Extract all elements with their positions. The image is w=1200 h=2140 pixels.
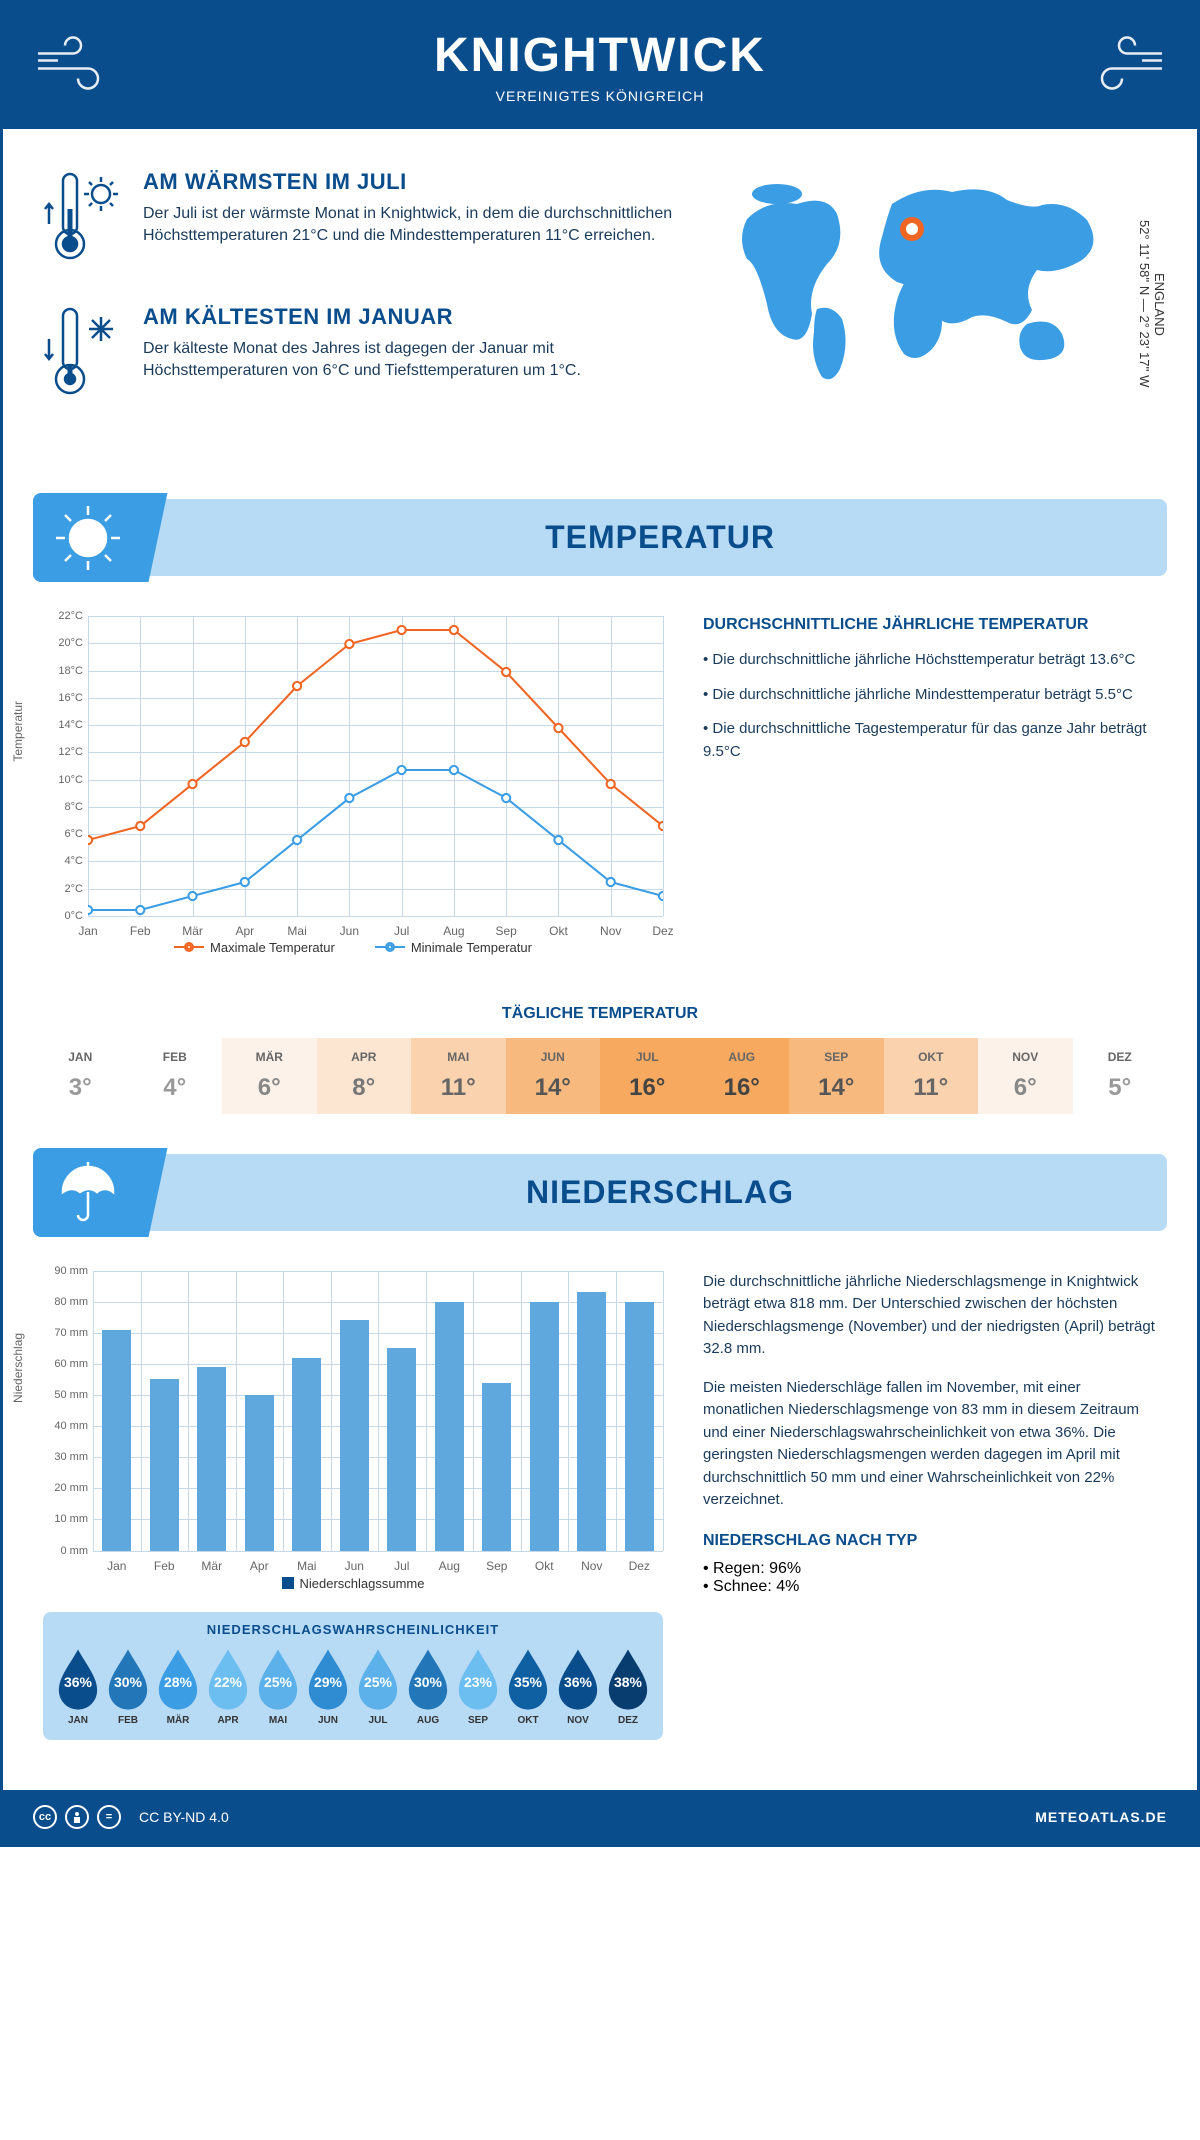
by-icon [65,1805,89,1829]
precip-prob-drop: 36%JAN [55,1647,101,1726]
header: KNIGHTWICK VEREINIGTES KÖNIGREICH [3,3,1197,129]
y-axis-label: Niederschlag [11,1333,25,1403]
site-name: METEOATLAS.DE [1035,1809,1167,1825]
section-title: NIEDERSCHLAG [153,1174,1167,1211]
precip-prob-drop: 28%MÄR [155,1647,201,1726]
precip-bar [150,1379,179,1550]
temperature-chart-row: Temperatur 0°C2°C4°C6°C8°C10°C12°C14°C16… [3,596,1197,985]
daily-temp-cell: SEP14° [789,1038,884,1114]
precip-prob-drop: 23%SEP [455,1647,501,1726]
precip-bar-chart: Niederschlag 0 mm10 mm20 mm30 mm40 mm50 … [43,1271,663,1593]
precip-prob-drop: 38%DEZ [605,1647,651,1726]
daily-temp-cell: OKT11° [884,1038,979,1114]
fact-text: Der kälteste Monat des Jahres ist dagege… [143,338,677,383]
prob-title: NIEDERSCHLAGSWAHRSCHEINLICHKEIT [55,1622,651,1637]
precip-bar [102,1330,131,1551]
precip-bar [340,1320,369,1550]
precip-probability-box: NIEDERSCHLAGSWAHRSCHEINLICHKEIT 36%JAN30… [43,1612,663,1740]
daily-temp-cell: FEB4° [128,1038,223,1114]
precip-row: Niederschlag 0 mm10 mm20 mm30 mm40 mm50 … [3,1251,1197,1760]
world-map-icon [717,169,1117,389]
precip-prob-drop: 29%JUN [305,1647,351,1726]
daily-temp-cell: NOV6° [978,1038,1073,1114]
section-title: TEMPERATUR [153,519,1167,556]
precip-bar [577,1292,606,1550]
daily-temp-cell: MÄR6° [222,1038,317,1114]
precip-prob-drop: 22%APR [205,1647,251,1726]
temperature-stats: DURCHSCHNITTLICHE JÄHRLICHE TEMPERATUR •… [703,616,1157,955]
footer: cc = CC BY-ND 4.0 METEOATLAS.DE [3,1790,1197,1844]
license-text: CC BY-ND 4.0 [139,1809,229,1825]
precip-bar [625,1302,654,1551]
precip-prob-drop: 25%JUL [355,1647,401,1726]
daily-temp-cell: JUL16° [600,1038,695,1114]
coord-region: ENGLAND [1152,273,1167,336]
chart-legend: .legend-sw::before{border-color:inherit}… [43,936,663,955]
license-block: cc = CC BY-ND 4.0 [33,1805,229,1829]
precip-text: Die durchschnittliche jährliche Niedersc… [703,1271,1157,1740]
daily-temp-cell: MAI11° [411,1038,506,1114]
fact-warmest: AM WÄRMSTEN IM JULI Der Juli ist der wär… [43,169,677,274]
daily-temp-title: TÄGLICHE TEMPERATUR [3,1005,1197,1023]
stats-title: DURCHSCHNITTLICHE JÄHRLICHE TEMPERATUR [703,616,1157,634]
precip-bar [482,1383,511,1551]
cc-icon: cc [33,1805,57,1829]
section-banner-temperature: TEMPERATUR [33,499,1167,576]
umbrella-icon [33,1148,143,1237]
page-title: KNIGHTWICK [23,28,1177,83]
sun-icon [33,493,143,582]
wind-icon [1087,29,1167,104]
stat-bullet: • Die durchschnittliche jährliche Mindes… [703,684,1157,707]
precip-prob-drop: 35%OKT [505,1647,551,1726]
precip-bar [387,1348,416,1550]
precip-prob-drop: 36%NOV [555,1647,601,1726]
precip-bar [435,1302,464,1551]
daily-temp-cell: DEZ5° [1073,1038,1168,1114]
wind-icon [33,29,113,104]
fact-title: AM WÄRMSTEN IM JULI [143,169,677,195]
precip-paragraph: Die meisten Niederschläge fallen im Nove… [703,1377,1157,1512]
precip-type-item: • Regen: 96% [703,1560,1157,1578]
chart-legend: Niederschlagssumme [43,1576,663,1593]
fact-coldest: AM KÄLTESTEN IM JANUAR Der kälteste Mona… [43,304,677,409]
precip-bar [530,1302,559,1551]
daily-temp-cell: JAN3° [33,1038,128,1114]
daily-temp-cell: JUN14° [506,1038,601,1114]
stat-bullet: • Die durchschnittliche Tagestemperatur … [703,718,1157,763]
precip-bar [245,1395,274,1551]
y-axis-label: Temperatur [11,701,25,762]
thermometer-sun-icon [43,169,123,274]
precip-prob-drop: 30%AUG [405,1647,451,1726]
precip-bar [292,1358,321,1551]
coordinates: ENGLAND 52° 11' 58'' N — 2° 23' 17'' W [1137,179,1167,429]
page-subtitle: VEREINIGTES KÖNIGREICH [23,88,1177,104]
fact-text: Der Juli ist der wärmste Monat in Knight… [143,203,677,248]
nd-icon: = [97,1805,121,1829]
section-banner-precip: NIEDERSCHLAG [33,1154,1167,1231]
stat-bullet: • Die durchschnittliche jährliche Höchst… [703,649,1157,672]
intro-section: AM WÄRMSTEN IM JULI Der Juli ist der wär… [3,129,1197,479]
daily-temp-cell: APR8° [317,1038,412,1114]
temperature-line-chart: Temperatur 0°C2°C4°C6°C8°C10°C12°C14°C16… [43,616,663,955]
precip-prob-drop: 25%MAI [255,1647,301,1726]
legend-label: Niederschlagssumme [300,1576,425,1591]
precip-type-title: NIEDERSCHLAG NACH TYP [703,1532,1157,1550]
thermometer-snow-icon [43,304,123,409]
precip-bar [197,1367,226,1551]
fact-title: AM KÄLTESTEN IM JANUAR [143,304,677,330]
daily-temp-strip: JAN3°FEB4°MÄR6°APR8°MAI11°JUN14°JUL16°AU… [33,1038,1167,1114]
daily-temp-cell: AUG16° [695,1038,790,1114]
precip-paragraph: Die durchschnittliche jährliche Niedersc… [703,1271,1157,1361]
coord-latlon: 52° 11' 58'' N — 2° 23' 17'' W [1137,220,1152,387]
precip-prob-drop: 30%FEB [105,1647,151,1726]
precip-type-item: • Schnee: 4% [703,1578,1157,1596]
